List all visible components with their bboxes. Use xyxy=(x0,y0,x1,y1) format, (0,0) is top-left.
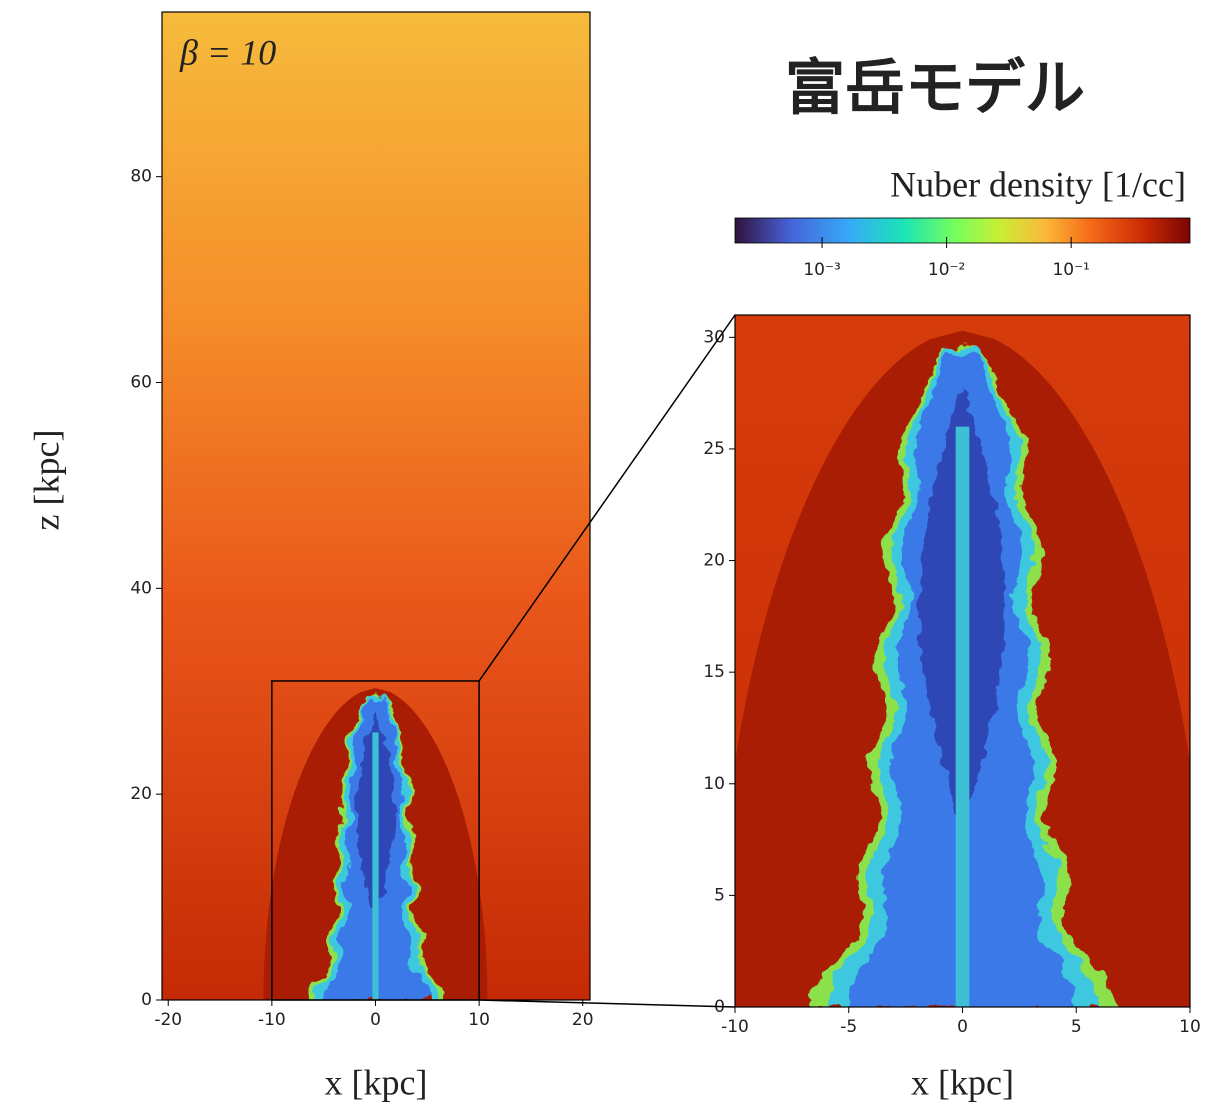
jet-spine xyxy=(372,732,378,1000)
figure: 富岳モデル -20 -10 0 10 20 0 20 40 60 80 x [kpc] z [kpc]… xyxy=(0,0,1211,1113)
x-tick-label: 10 xyxy=(468,1010,490,1030)
x-tick-label: -20 xyxy=(154,1010,182,1030)
jet-spine xyxy=(956,427,970,1007)
y-tick-label: 10 xyxy=(703,774,725,794)
x-tick-label: 0 xyxy=(957,1017,968,1037)
x-axis-label: x [kpc] xyxy=(325,1062,428,1102)
y-tick-label: 20 xyxy=(703,551,725,571)
colorbar-tick-label: 10⁻¹ xyxy=(1052,260,1089,280)
y-tick-label: 25 xyxy=(703,439,725,459)
y-tick-label: 0 xyxy=(141,990,152,1010)
plot-area xyxy=(162,12,590,1000)
colorbar-label: Nuber density [1/cc] xyxy=(890,164,1186,204)
x-tick-label: -10 xyxy=(721,1017,749,1037)
y-tick-label: 40 xyxy=(130,578,152,598)
y-tick-label: 20 xyxy=(130,784,152,804)
y-axis-label: z [kpc] xyxy=(26,430,66,531)
colorbar xyxy=(735,218,1190,243)
y-tick-label: 15 xyxy=(703,662,725,682)
colorbar-tick-label: 10⁻³ xyxy=(803,260,840,280)
x-tick-label: 0 xyxy=(370,1010,381,1030)
plot-area xyxy=(717,315,1208,1007)
x-tick-label: -5 xyxy=(840,1017,857,1037)
y-tick-label: 5 xyxy=(714,885,725,905)
colorbar-tick-label: 10⁻² xyxy=(928,260,965,280)
x-tick-label: 20 xyxy=(572,1010,594,1030)
zoom-connector xyxy=(479,1000,735,1007)
y-tick-label: 80 xyxy=(130,167,152,187)
y-tick-label: 60 xyxy=(130,373,152,393)
x-axis-label: x [kpc] xyxy=(911,1062,1014,1102)
x-tick-label: 10 xyxy=(1179,1017,1201,1037)
x-tick-label: -10 xyxy=(258,1010,286,1030)
page-title: 富岳モデル xyxy=(785,54,1085,124)
annotation: β = 10 xyxy=(179,32,276,72)
x-tick-label: 5 xyxy=(1071,1017,1082,1037)
